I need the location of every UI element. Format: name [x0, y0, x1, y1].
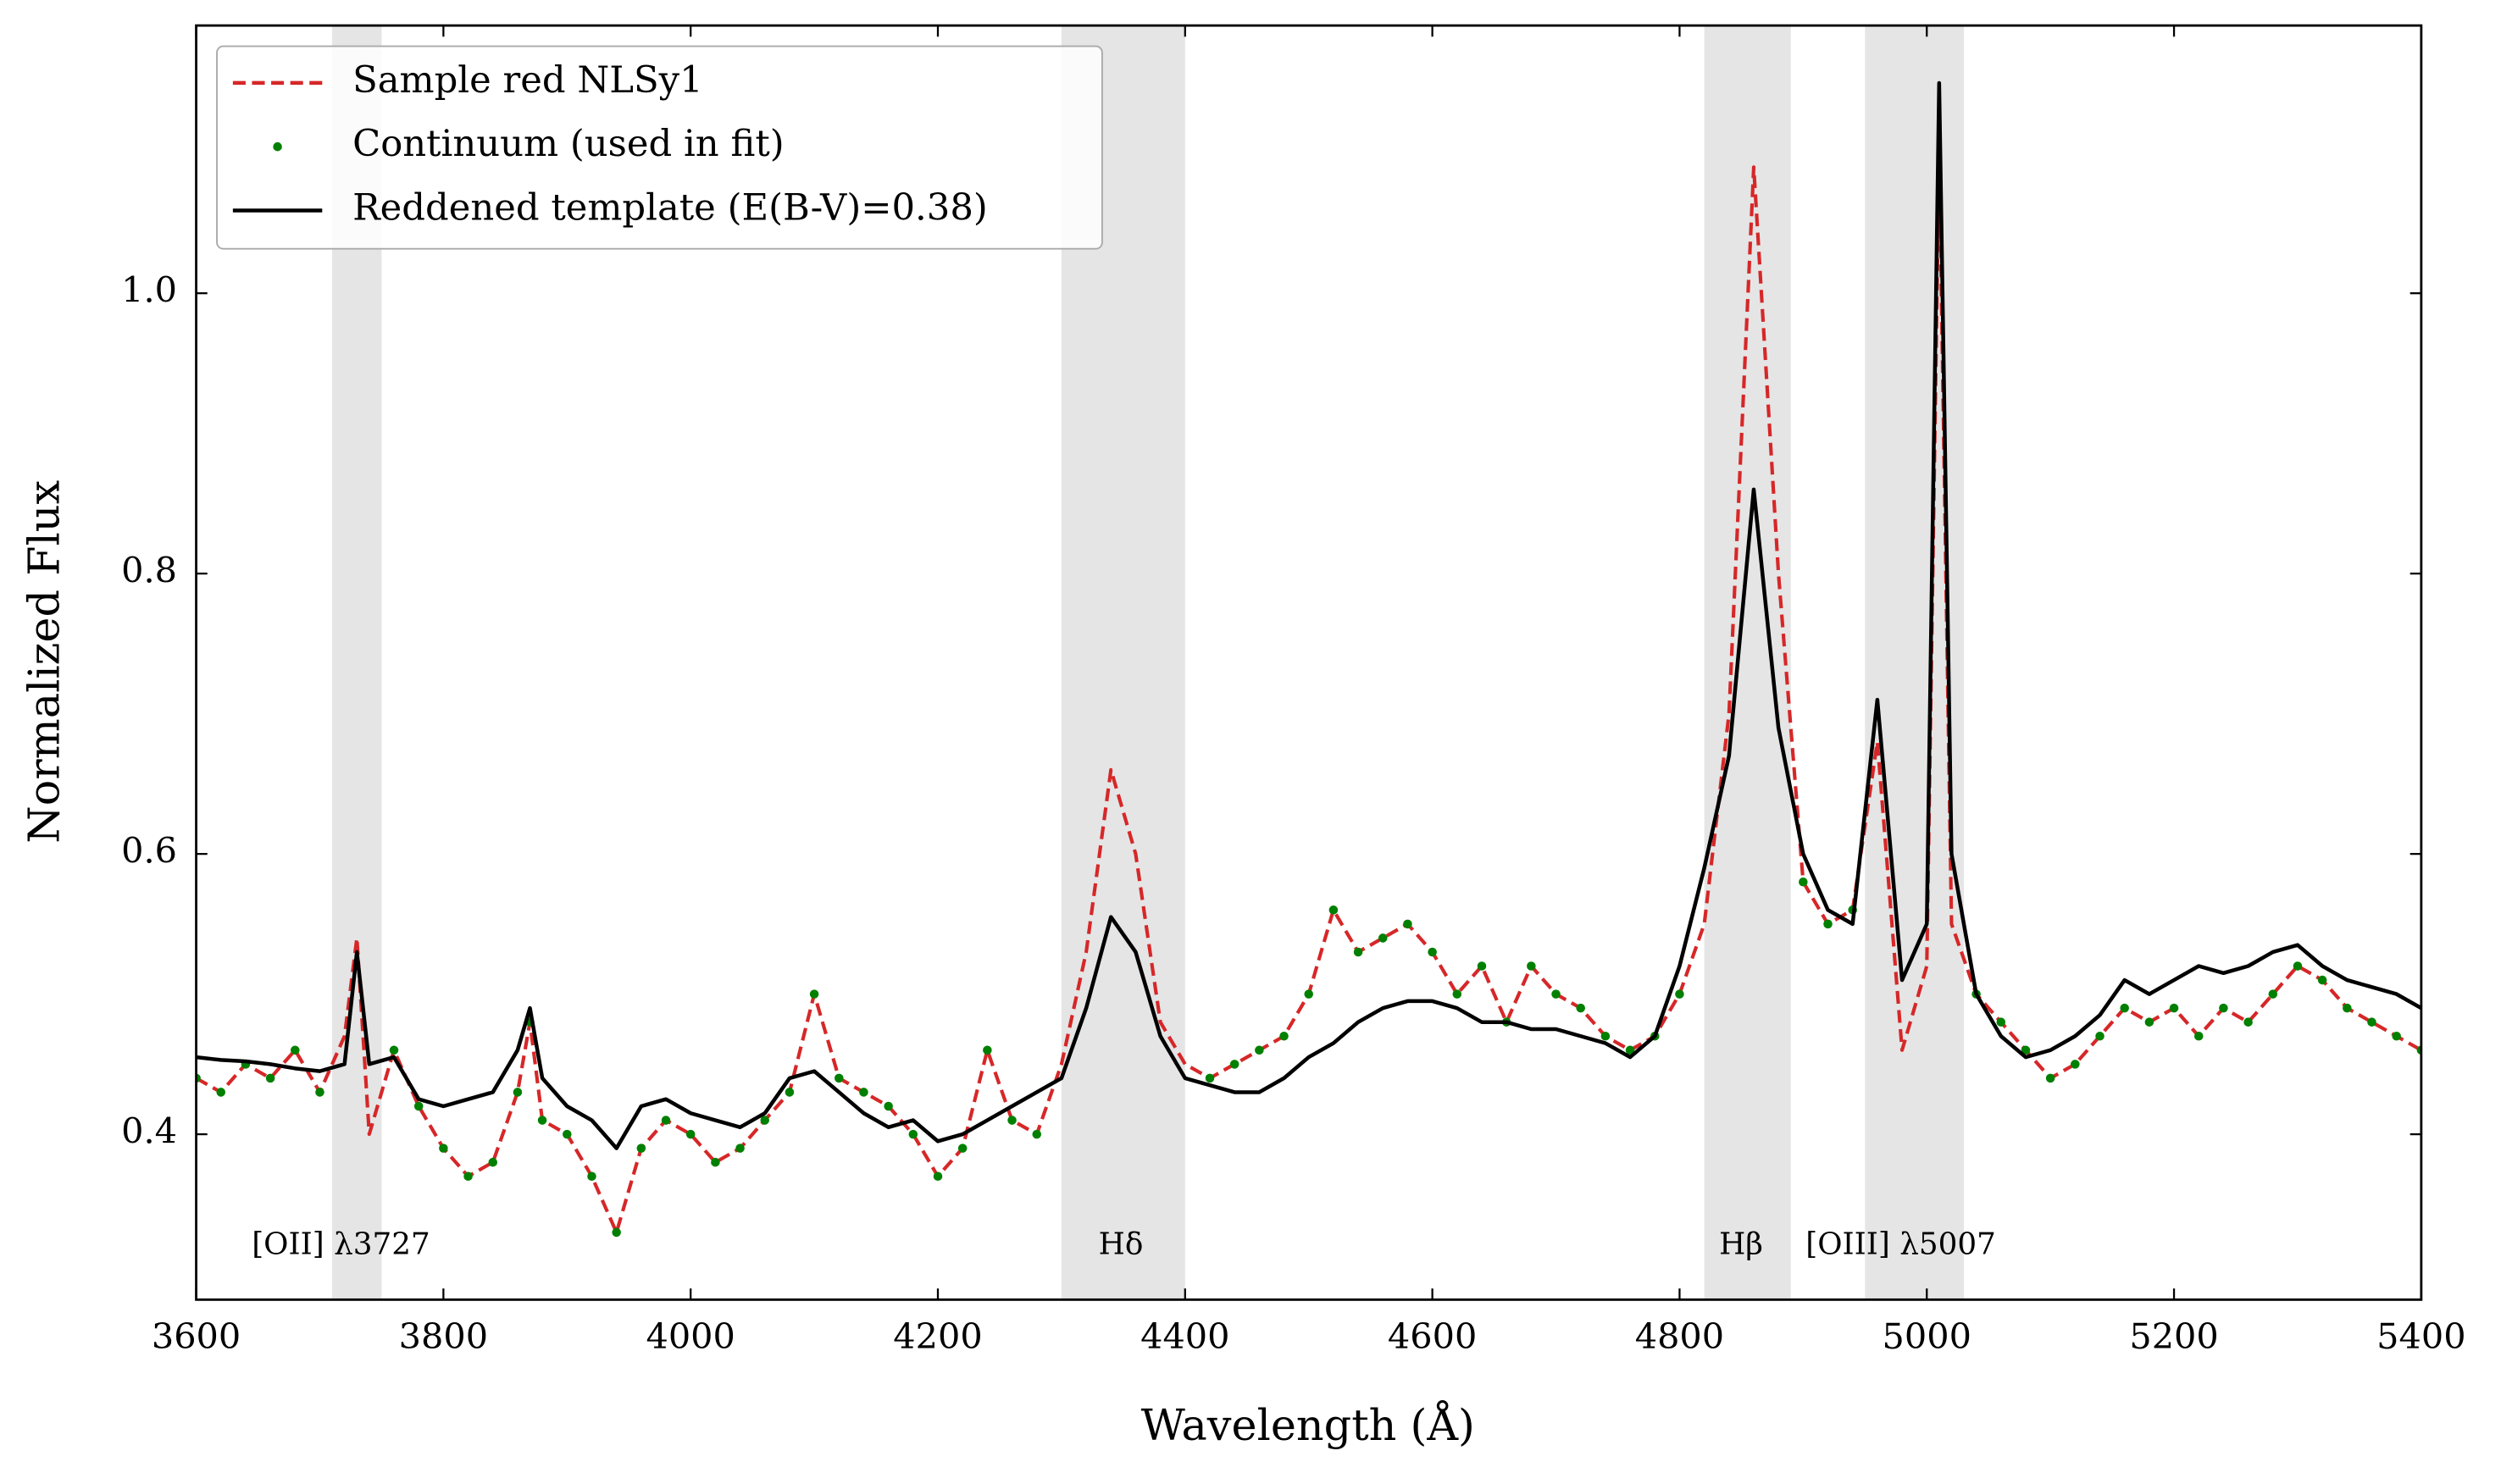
annotation: Hβ: [1719, 1227, 1763, 1261]
y-tick-label: 1.0: [121, 270, 177, 311]
x-tick-label: 4800: [1635, 1316, 1724, 1357]
data-point: [859, 1088, 868, 1097]
data-point: [685, 1129, 696, 1139]
x-axis-label: Wavelength (Å): [1141, 1400, 1475, 1450]
data-point: [1304, 989, 1313, 999]
data-point: [2169, 1003, 2179, 1013]
data-point: [2120, 1003, 2129, 1013]
data-point: [2193, 1031, 2204, 1041]
data-point: [2392, 1031, 2401, 1041]
data-point: [1477, 961, 1487, 971]
data-point: [1428, 947, 1437, 957]
data-point: [884, 1101, 893, 1111]
y-tick-label: 0.6: [121, 831, 177, 872]
data-point: [439, 1143, 448, 1153]
data-point: [1279, 1031, 1289, 1041]
data-point: [2045, 1073, 2055, 1083]
data-point: [2293, 961, 2303, 971]
data-point: [2071, 1060, 2080, 1069]
data-point: [1032, 1129, 1041, 1139]
data-point: [1600, 1031, 1611, 1041]
data-point: [291, 1045, 300, 1055]
data-point: [1996, 1017, 2006, 1027]
legend-marker: [273, 141, 282, 152]
data-point: [1576, 1003, 1585, 1013]
data-point: [315, 1088, 324, 1097]
data-point: [1205, 1073, 1215, 1083]
data-point: [2367, 1017, 2376, 1027]
data-point: [1527, 961, 1536, 971]
x-tick-label: 4000: [646, 1316, 735, 1357]
data-point: [1378, 933, 1388, 943]
data-point: [1551, 989, 1561, 999]
data-point: [2268, 989, 2278, 999]
x-tick-label: 5000: [1883, 1316, 1971, 1357]
data-point: [463, 1171, 473, 1182]
data-point: [587, 1171, 596, 1182]
x-tick-label: 5200: [2129, 1316, 2218, 1357]
data-point: [1823, 919, 1833, 929]
data-point: [1675, 989, 1684, 999]
data-point: [735, 1143, 745, 1153]
data-point: [835, 1073, 844, 1083]
data-point: [413, 1101, 424, 1111]
annotation: [OII] λ3727: [252, 1227, 430, 1261]
data-point: [1452, 989, 1462, 999]
data-point: [785, 1088, 795, 1097]
plot-area: [196, 80, 2421, 1238]
annotation: [OIII] λ5007: [1805, 1227, 1996, 1261]
data-point: [216, 1088, 226, 1097]
y-tick-label: 0.4: [121, 1111, 177, 1152]
x-tick-label: 4200: [893, 1316, 982, 1357]
x-tick-label: 4400: [1140, 1316, 1229, 1357]
data-point: [488, 1157, 498, 1167]
data-point: [636, 1143, 646, 1153]
data-point: [1255, 1045, 1264, 1055]
data-point: [563, 1129, 572, 1139]
data-point: [2343, 1003, 2352, 1013]
data-point: [1625, 1045, 1635, 1055]
legend-label: Sample red NLSy1: [352, 59, 703, 102]
data-point: [1007, 1116, 1017, 1125]
data-point: [2144, 1017, 2154, 1027]
y-tick-label: 0.8: [121, 551, 177, 591]
y-axis-label: Normalized Flux: [19, 480, 69, 844]
series-line: [196, 151, 2421, 1235]
annotation: Hδ: [1099, 1227, 1144, 1261]
data-point: [513, 1088, 523, 1097]
data-point: [2243, 1017, 2253, 1027]
series-line: [196, 80, 2421, 1150]
data-point: [612, 1227, 621, 1238]
data-point: [2095, 1031, 2104, 1041]
data-point: [1403, 919, 1412, 929]
data-point: [2317, 975, 2327, 985]
data-point: [537, 1116, 547, 1125]
data-point: [1799, 877, 1808, 887]
data-point: [265, 1073, 275, 1083]
data-point: [809, 989, 819, 999]
shaded-region: [1704, 25, 1791, 1300]
data-point: [1229, 1060, 1239, 1069]
data-point: [933, 1171, 943, 1182]
data-point: [760, 1116, 770, 1125]
x-tick-label: 3800: [399, 1316, 488, 1357]
data-point: [711, 1157, 720, 1167]
data-point: [389, 1045, 399, 1055]
legend-label: Continuum (used in fit): [352, 123, 785, 165]
x-tick-label: 4600: [1388, 1316, 1477, 1357]
data-point: [2021, 1045, 2031, 1055]
data-point: [983, 1045, 992, 1055]
data-point: [908, 1129, 918, 1139]
data-point: [1353, 947, 1363, 957]
data-point: [957, 1143, 968, 1153]
x-tick-label: 3600: [152, 1316, 241, 1357]
data-point: [2219, 1003, 2228, 1013]
plot-frame: [195, 24, 2423, 1301]
x-tick-label: 5400: [2376, 1316, 2465, 1357]
data-point: [661, 1116, 671, 1125]
legend-label: Reddened template (E(B-V)=0.38): [352, 187, 988, 230]
legend-box: [216, 45, 1103, 250]
data-point: [1328, 905, 1339, 915]
